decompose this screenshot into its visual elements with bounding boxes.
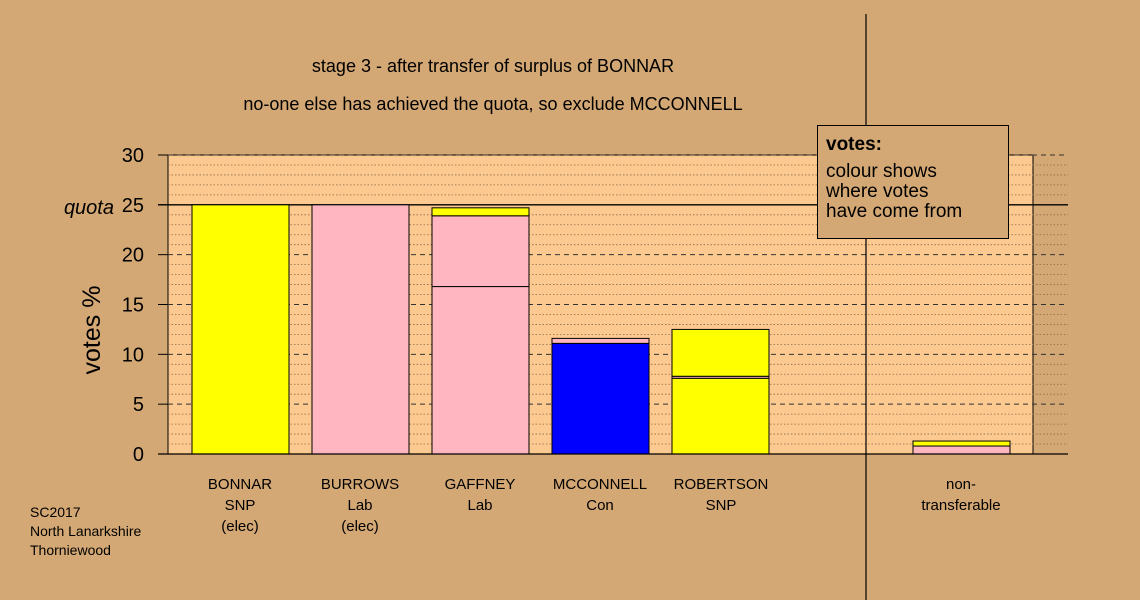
x-tick-label: ROBERTSON — [674, 476, 769, 493]
x-tick-label: Con — [586, 497, 614, 514]
legend-line: have come from — [826, 201, 963, 222]
bar-segment — [431, 207, 530, 217]
bars — [191, 204, 1011, 455]
x-tick-label: GAFFNEY — [445, 476, 516, 493]
x-tick-label: BURROWS — [321, 476, 399, 493]
x-tick-label: Lab — [347, 497, 372, 514]
credit: SC2017 North Lanarkshire Thorniewood — [30, 503, 141, 560]
bar-segment — [912, 445, 1011, 455]
bar-segment — [191, 204, 290, 455]
axes: 0 5 10 15 20 25 30 BONNAR SNP (elec) BURROWS Lab (el… — [122, 14, 1068, 600]
legend: votes: colour shows where votes have com… — [817, 125, 1009, 239]
quota-label: quota — [64, 197, 114, 219]
y-tick-label: 15 — [122, 295, 144, 317]
bar-segment — [551, 342, 650, 455]
credit-line: SC2017 — [30, 504, 81, 520]
x-tick-label: (elec) — [221, 518, 259, 535]
y-tick-label: 5 — [133, 394, 144, 416]
x-tick-label: BONNAR — [208, 476, 272, 493]
x-tick-label: MCCONNELL — [553, 476, 647, 493]
y-tick-label: 30 — [122, 145, 144, 167]
legend-title: votes: — [826, 134, 882, 155]
chart-title: stage 3 - after transfer of surplus of B… — [312, 56, 674, 76]
credit-line: North Lanarkshire — [30, 523, 142, 539]
legend-line: colour shows — [826, 161, 937, 182]
y-tick-label: 10 — [122, 344, 144, 366]
x-tick-label: SNP — [706, 497, 737, 514]
bar-segment — [671, 328, 770, 377]
x-tick-label: (elec) — [341, 518, 379, 535]
x-tick-label: non- — [946, 476, 976, 493]
credit-line: Thorniewood — [30, 542, 111, 558]
x-tick-label: SNP — [225, 497, 256, 514]
bar-segment — [551, 337, 650, 344]
y-tick-label: 0 — [133, 444, 144, 466]
x-tick-label: transferable — [921, 497, 1000, 514]
bar-segment — [431, 215, 530, 288]
x-tick-label: Lab — [467, 497, 492, 514]
y-tick-label: 20 — [122, 245, 144, 267]
bar-segment — [912, 440, 1011, 447]
y-tick-label: 25 — [122, 195, 144, 217]
legend-line: where votes — [826, 181, 929, 202]
bar-segment — [311, 204, 410, 455]
y-axis-label: votes % — [78, 286, 106, 375]
bar-segment — [431, 286, 530, 455]
bar-segment — [671, 377, 770, 455]
chart-subtitle: no-one else has achieved the quota, so e… — [243, 94, 742, 114]
